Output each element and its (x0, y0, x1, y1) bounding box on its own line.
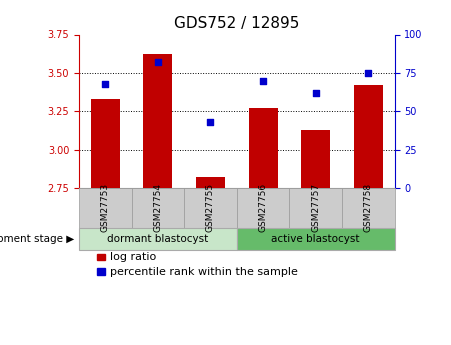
Text: active blastocyst: active blastocyst (272, 234, 360, 244)
Bar (301, 130, 330, 188)
Text: GSM27754: GSM27754 (153, 183, 162, 233)
Point (312, 90, 319, 96)
Text: GSM27756: GSM27756 (258, 183, 267, 233)
Bar (249, 108, 277, 188)
Bar (354, 85, 383, 188)
Title: GDS752 / 12895: GDS752 / 12895 (174, 16, 299, 31)
Bar (91, 99, 120, 188)
Text: dormant blastocyst: dormant blastocyst (107, 234, 208, 244)
Point (154, 59, 161, 65)
Point (259, 78, 267, 83)
Point (207, 119, 214, 125)
Point (101, 81, 109, 86)
Text: GSM27757: GSM27757 (311, 183, 320, 233)
Bar (196, 177, 225, 188)
Text: GSM27758: GSM27758 (364, 183, 373, 233)
Text: log ratio: log ratio (110, 252, 156, 262)
Text: development stage ▶: development stage ▶ (0, 234, 74, 244)
Point (365, 70, 372, 76)
Text: percentile rank within the sample: percentile rank within the sample (110, 267, 298, 276)
Bar (143, 55, 172, 188)
Text: GSM27753: GSM27753 (101, 183, 110, 233)
Text: GSM27755: GSM27755 (206, 183, 215, 233)
